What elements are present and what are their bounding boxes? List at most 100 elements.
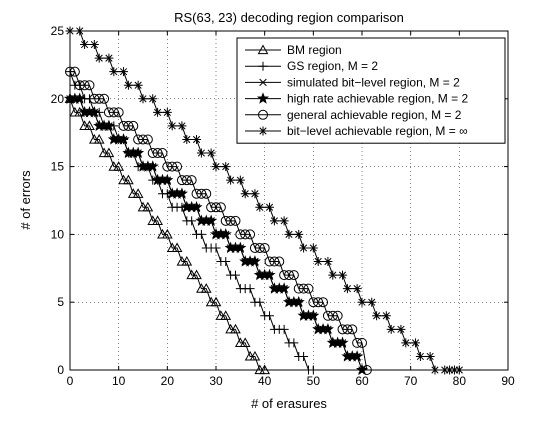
data-point-plus bbox=[289, 338, 299, 348]
data-point-circle bbox=[318, 297, 329, 308]
data-point-plus bbox=[279, 324, 289, 334]
data-point-circle bbox=[74, 80, 85, 91]
data-point-circle bbox=[215, 202, 226, 213]
data-point-circle bbox=[274, 256, 285, 267]
data-point-circle bbox=[201, 188, 212, 199]
data-point-asterisk bbox=[89, 40, 99, 50]
data-point-asterisk bbox=[177, 121, 187, 131]
data-point-asterisk bbox=[240, 189, 250, 199]
axis-ticks: 0 10 20 30 40 50 60 70 80 90 0 5 10 15 20 25 bbox=[51, 24, 515, 388]
data-point-asterisk bbox=[357, 297, 367, 307]
data-point-plus bbox=[255, 297, 265, 307]
data-point-circle bbox=[225, 215, 236, 226]
data-point-triangle bbox=[210, 296, 222, 307]
series-6 bbox=[65, 26, 464, 375]
data-point-triangle bbox=[200, 283, 212, 293]
data-point-circle bbox=[313, 297, 324, 308]
data-point-circle bbox=[322, 310, 333, 321]
data-point-triangle bbox=[152, 215, 163, 225]
data-point-circle bbox=[298, 283, 309, 294]
legend-item: GS region, M = 2 bbox=[245, 59, 378, 73]
data-point-circle bbox=[235, 229, 246, 240]
data-point-asterisk bbox=[109, 67, 119, 77]
data-point-circle bbox=[167, 161, 178, 172]
data-point-asterisk bbox=[386, 324, 396, 334]
data-point-triangle bbox=[171, 242, 183, 253]
data-point-circle bbox=[245, 229, 256, 240]
data-point-circle bbox=[347, 324, 358, 335]
data-point-circle bbox=[181, 175, 192, 186]
legend-label: bit−level achievable region, M = ∞ bbox=[287, 124, 468, 138]
data-point-star bbox=[146, 160, 159, 172]
data-point-circle bbox=[89, 93, 100, 104]
data-point-asterisk bbox=[162, 107, 172, 117]
y-axis-label: # of errors bbox=[18, 170, 33, 230]
data-point-star bbox=[278, 282, 291, 294]
data-point-circle bbox=[258, 109, 268, 120]
data-point-circle bbox=[152, 148, 163, 159]
x-tick-label: 70 bbox=[404, 374, 418, 388]
series-1 bbox=[64, 93, 271, 375]
data-point-circle bbox=[279, 270, 290, 281]
chart-title: RS(63, 23) decoding region comparison bbox=[174, 10, 404, 25]
data-point-star bbox=[263, 268, 276, 281]
data-point-circle bbox=[254, 242, 265, 253]
legend-label: GS region, M = 2 bbox=[287, 59, 378, 73]
data-point-asterisk bbox=[235, 175, 245, 185]
data-point-asterisk bbox=[269, 216, 279, 226]
y-tick-label: 5 bbox=[57, 295, 64, 309]
data-point-circle bbox=[147, 148, 158, 159]
data-point-asterisk bbox=[182, 134, 192, 144]
data-point-triangle bbox=[191, 269, 202, 280]
data-point-circle bbox=[337, 324, 348, 335]
data-point-asterisk bbox=[119, 67, 129, 77]
data-point-circle bbox=[357, 337, 367, 348]
data-point-asterisk bbox=[279, 216, 289, 226]
data-point-circle bbox=[264, 256, 275, 267]
series-group bbox=[63, 26, 464, 376]
data-point-asterisk bbox=[265, 202, 275, 212]
data-point-asterisk bbox=[250, 189, 260, 199]
data-point-asterisk bbox=[80, 40, 90, 50]
legend-item: bit−level achievable region, M = ∞ bbox=[245, 124, 468, 138]
data-point-star bbox=[336, 336, 349, 349]
data-point-star bbox=[132, 146, 145, 159]
data-point-asterisk bbox=[153, 107, 163, 117]
data-point-asterisk bbox=[299, 243, 309, 253]
data-point-triangle bbox=[113, 161, 125, 171]
data-point-plus bbox=[187, 216, 197, 226]
data-point-asterisk bbox=[104, 53, 114, 63]
data-point-triangle bbox=[161, 228, 173, 239]
data-point-circle bbox=[103, 107, 114, 118]
data-point-circle bbox=[108, 107, 119, 118]
data-point-triangle bbox=[142, 201, 154, 212]
legend-label: BM region bbox=[287, 43, 342, 57]
data-point-asterisk bbox=[328, 270, 338, 280]
y-tick-label: 20 bbox=[51, 92, 65, 106]
data-point-circle bbox=[133, 134, 144, 145]
data-point-circle bbox=[293, 283, 304, 294]
data-point-star bbox=[175, 187, 188, 199]
data-point-asterisk bbox=[372, 311, 382, 321]
data-point-plus bbox=[245, 284, 255, 294]
y-tick-label: 15 bbox=[51, 160, 65, 174]
data-point-asterisk bbox=[192, 134, 202, 144]
data-point-asterisk bbox=[396, 324, 406, 334]
x-tick-label: 80 bbox=[453, 374, 467, 388]
legend-item: BM region bbox=[245, 43, 342, 57]
data-point-circle bbox=[240, 229, 251, 240]
data-point-circle bbox=[206, 202, 217, 213]
data-point-star bbox=[190, 200, 203, 213]
data-point-triangle bbox=[93, 133, 105, 144]
y-tick-label: 0 bbox=[57, 363, 64, 377]
data-point-circle bbox=[128, 120, 139, 131]
data-point-triangle bbox=[257, 44, 269, 55]
x-tick-label: 50 bbox=[307, 374, 321, 388]
data-point-asterisk bbox=[381, 311, 391, 321]
data-point-circle bbox=[191, 188, 202, 199]
data-point-asterisk bbox=[415, 351, 425, 361]
legend-item: simulated bit−level region, M = 2 bbox=[245, 75, 460, 89]
data-point-plus bbox=[196, 229, 206, 239]
